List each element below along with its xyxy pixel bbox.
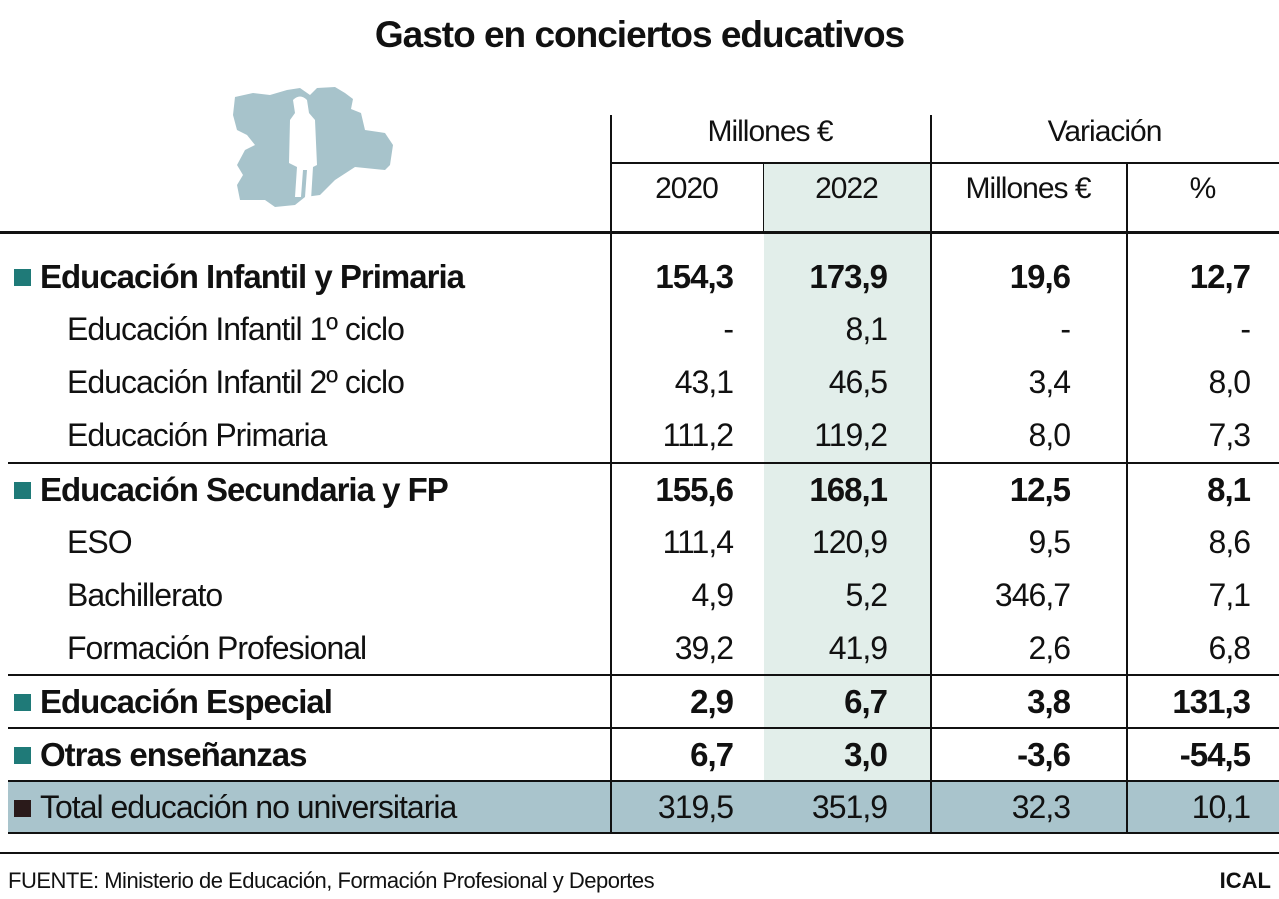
- cell-value: 346,7: [994, 577, 1071, 613]
- header-group-millones: Millones €: [707, 115, 833, 148]
- row-label: Bachillerato: [67, 577, 223, 613]
- cell-value: 351,9: [811, 789, 888, 825]
- cell-value: 43,1: [674, 364, 734, 400]
- row-label: Educación Secundaria y FP: [40, 471, 449, 508]
- cell-value: 10,1: [1191, 789, 1251, 825]
- divider: [8, 727, 1279, 729]
- row-label: Educación Infantil 2º ciclo: [67, 364, 405, 400]
- cell-value: 12,5: [1009, 471, 1071, 508]
- cell-value: 7,3: [1208, 417, 1251, 453]
- cell-value: 12,7: [1189, 258, 1251, 295]
- table-row: Educación Secundaria y FP 155,6 168,1 12,5 8…: [0, 463, 1279, 516]
- row-label: Otras enseñanzas: [40, 736, 307, 773]
- cell-value: -: [723, 311, 734, 347]
- header-col-2022: 2022: [815, 172, 879, 205]
- brand-logo: ICAL: [1219, 868, 1271, 893]
- cell-value: 154,3: [655, 258, 734, 295]
- cell-value: 46,5: [828, 364, 888, 400]
- cell-value: -3,6: [1017, 736, 1071, 773]
- cell-value: 319,5: [657, 789, 734, 825]
- cell-value: 7,1: [1208, 577, 1251, 613]
- row-label: Educación Primaria: [67, 417, 327, 453]
- header-col-var-millones: Millones €: [965, 172, 1091, 205]
- row-label: Educación Especial: [40, 683, 333, 720]
- cell-value: 173,9: [809, 258, 888, 295]
- divider: [610, 115, 612, 832]
- cell-value: 8,6: [1208, 524, 1251, 560]
- cell-value: -54,5: [1179, 736, 1251, 773]
- cell-value: 39,2: [674, 630, 734, 666]
- cell-value: 111,4: [662, 524, 734, 560]
- cell-value: 8,0: [1208, 364, 1251, 400]
- cell-value: 41,9: [828, 630, 888, 666]
- row-label: Educación Infantil 1º ciclo: [67, 311, 405, 347]
- table-row: Bachillerato 4,9 5,2 346,7 7,1: [0, 569, 1279, 622]
- cell-value: 8,0: [1028, 417, 1071, 453]
- row-label: Formación Profesional: [67, 630, 367, 666]
- cell-value: 19,6: [1009, 258, 1071, 295]
- table-row: Educación Infantil 2º ciclo 43,1 46,5 3,4 8,…: [0, 356, 1279, 409]
- cell-value: 3,0: [844, 736, 888, 773]
- cell-value: 131,3: [1172, 683, 1251, 720]
- row-label: Total educación no universitaria: [40, 789, 457, 825]
- row-label: Educación Infantil y Primaria: [40, 258, 465, 295]
- square-marker-icon: [14, 800, 31, 817]
- cell-value: 6,8: [1208, 630, 1251, 666]
- cell-value: 111,2: [662, 417, 734, 453]
- castilla-leon-map-icon: [233, 87, 393, 207]
- square-marker-icon: [14, 694, 31, 711]
- cell-value: 8,1: [1207, 471, 1251, 508]
- table-row: Educación Infantil 1º ciclo - 8,1 - -: [0, 303, 1279, 356]
- cell-value: 4,9: [691, 577, 734, 613]
- cell-value: 3,8: [1027, 683, 1071, 720]
- header-col-2020: 2020: [655, 172, 719, 205]
- header-col-var-percent: %: [1189, 172, 1217, 205]
- table-row: Educación Primaria 111,2 119,2 8,0 7,3: [0, 409, 1279, 462]
- row-label: ESO: [67, 524, 133, 560]
- divider: [8, 832, 1279, 834]
- cell-value: 155,6: [655, 471, 734, 508]
- divider: [0, 852, 1279, 854]
- cell-value: 32,3: [1011, 789, 1071, 825]
- table-row: ESO 111,4 120,9 9,5 8,6: [0, 516, 1279, 569]
- cell-value: -: [1060, 311, 1071, 347]
- table-row: Formación Profesional 39,2 41,9 2,6 6,8: [0, 622, 1279, 675]
- cell-value: 120,9: [811, 524, 888, 560]
- cell-value: -: [1240, 311, 1251, 347]
- header-group-variacion: Variación: [1047, 115, 1163, 148]
- cell-value: 2,9: [690, 683, 734, 720]
- table-row: Educación Especial 2,9 6,7 3,8 131,3: [0, 675, 1279, 728]
- cell-value: 5,2: [845, 577, 888, 613]
- table-row: Total educación no universitaria 319,5 351…: [0, 781, 1279, 834]
- divider: [8, 462, 1279, 464]
- divider: [1126, 162, 1128, 832]
- divider: [0, 231, 1279, 234]
- cell-value: 8,1: [845, 311, 888, 347]
- divider: [8, 674, 1279, 676]
- highlight-column-2022: [764, 163, 930, 781]
- divider: [930, 115, 932, 832]
- chart-title: Gasto en conciertos educativos: [374, 14, 905, 55]
- total-row-background: [8, 782, 1279, 832]
- square-marker-icon: [14, 747, 31, 764]
- cell-value: 6,7: [844, 683, 888, 720]
- divider: [610, 162, 1279, 164]
- table-row: Otras enseñanzas 6,7 3,0 -3,6 -54,5: [0, 728, 1279, 781]
- cell-value: 9,5: [1028, 524, 1071, 560]
- cell-value: 2,6: [1028, 630, 1071, 666]
- square-marker-icon: [14, 269, 31, 286]
- divider: [763, 162, 764, 232]
- source-note: FUENTE: Ministerio de Educación, Formaci…: [8, 868, 655, 893]
- square-marker-icon: [14, 482, 31, 499]
- divider: [8, 780, 1279, 782]
- cell-value: 168,1: [809, 471, 888, 508]
- cell-value: 3,4: [1028, 364, 1071, 400]
- cell-value: 119,2: [814, 417, 888, 453]
- table-row: Educación Infantil y Primaria 154,3 173,9 1…: [0, 250, 1279, 303]
- cell-value: 6,7: [690, 736, 734, 773]
